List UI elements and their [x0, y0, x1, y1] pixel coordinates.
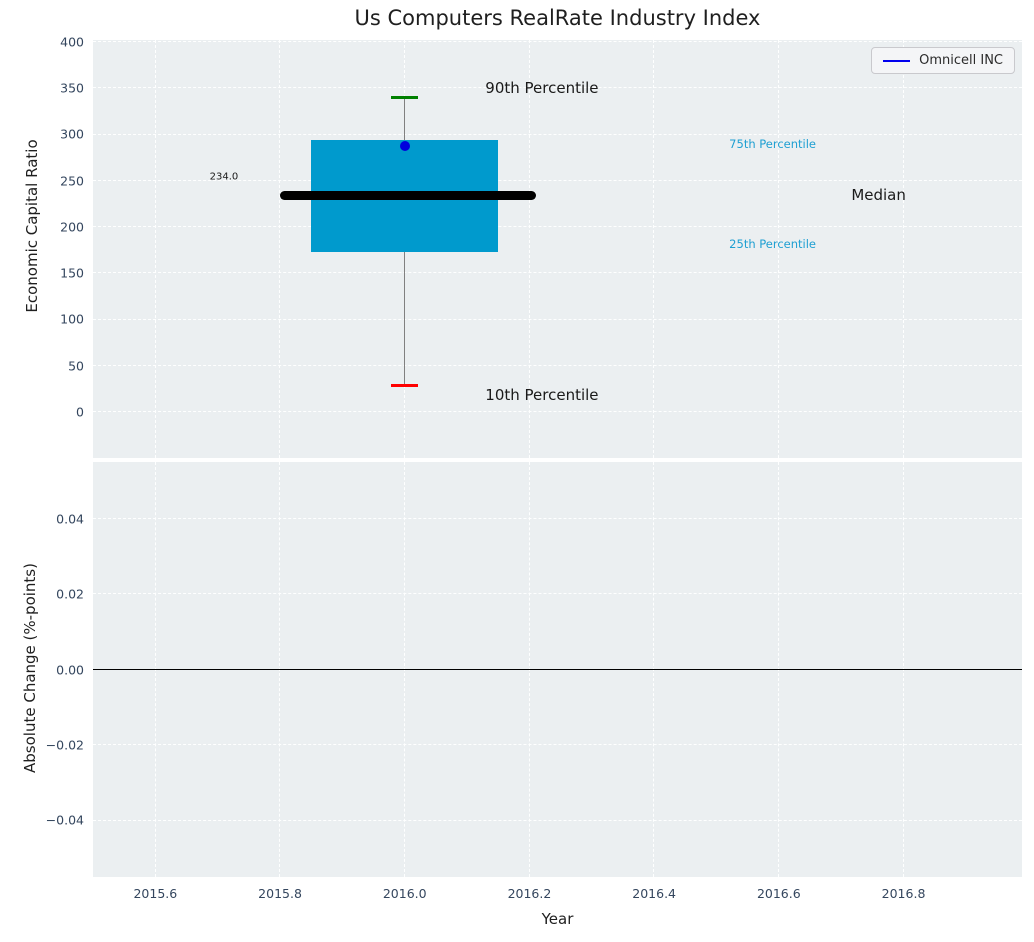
horizontal-gridline: [93, 87, 1022, 89]
y-tick-label: 0.00: [56, 662, 84, 677]
x-tick-label: 2016.2: [507, 886, 552, 901]
horizontal-gridline: [93, 517, 1022, 519]
legend-line-sample: [883, 59, 911, 62]
company-value-marker: [399, 141, 410, 152]
vertical-gridline: [778, 40, 780, 458]
x-tick-label: 2016.6: [756, 886, 801, 901]
annotation-p75-label: 75th Percentile: [729, 136, 817, 151]
annotation-median-value-label: 234.0: [209, 171, 239, 183]
horizontal-gridline: [93, 318, 1022, 320]
y-tick-label: 250: [60, 173, 84, 189]
y-tick-label: 50: [68, 358, 84, 374]
horizontal-gridline: [93, 41, 1022, 43]
y-tick-label: 0.04: [56, 511, 84, 527]
legend-label: Omnicell INC: [919, 53, 1003, 68]
bottom-y-axis-label: Absolute Change (%-points): [21, 563, 39, 773]
y-tick-label: 350: [60, 80, 84, 96]
p90-whisker-cap: [391, 95, 419, 99]
x-tick-label: 2015.8: [258, 886, 302, 901]
y-tick-label: 300: [60, 126, 84, 142]
horizontal-gridline: [93, 133, 1022, 135]
vertical-gridline: [528, 40, 530, 458]
y-tick-label: 200: [60, 219, 84, 235]
vertical-gridline: [279, 40, 281, 458]
y-tick-label: 150: [60, 265, 84, 281]
x-tick-label: 2016.0: [382, 886, 427, 901]
vertical-gridline: [902, 40, 904, 458]
y-tick-label: −0.02: [45, 737, 84, 753]
legend[interactable]: Omnicell INC: [871, 47, 1015, 74]
x-axis-label: Year: [541, 910, 574, 928]
annotation-median-label: Median: [851, 186, 906, 205]
horizontal-gridline: [93, 593, 1022, 595]
bottom-axes: 2015.6 2015.8 2016.0 2016.2 2016.4 2016.6 2016…: [46, 462, 1022, 901]
vertical-gridline: [154, 40, 156, 458]
y-tick-label: 0.02: [56, 586, 84, 602]
median-line: [280, 190, 536, 200]
x-tick-label: 2015.6: [133, 886, 178, 901]
top-axes: Omnicell INC 0 50 100 150 200 250 300 350 400 90t…: [60, 34, 1022, 458]
horizontal-gridline: [93, 179, 1022, 181]
horizontal-gridline: [93, 744, 1022, 746]
horizontal-gridline: [93, 364, 1022, 366]
zero-reference-line: [93, 668, 1022, 671]
y-tick-label: −0.04: [45, 812, 84, 828]
annotation-p10-label: 10th Percentile: [485, 386, 599, 405]
vertical-gridline: [653, 40, 655, 458]
annotation-p25-label: 25th Percentile: [729, 237, 817, 252]
horizontal-gridline: [93, 226, 1022, 228]
x-tick-label: 2016.8: [881, 886, 926, 901]
horizontal-gridline: [93, 411, 1022, 412]
horizontal-gridline: [93, 819, 1022, 821]
annotation-p90-label: 90th Percentile: [485, 79, 599, 98]
p10-whisker-cap: [391, 384, 419, 388]
y-tick-label: 400: [60, 34, 84, 50]
chart-title: Us Computers RealRate Industry Index: [354, 6, 761, 30]
y-tick-label: 0: [76, 404, 84, 420]
x-tick-label: 2016.4: [632, 886, 677, 901]
top-y-axis-label: Economic Capital Ratio: [23, 139, 41, 313]
y-tick-label: 100: [60, 311, 84, 327]
horizontal-gridline: [93, 272, 1022, 274]
